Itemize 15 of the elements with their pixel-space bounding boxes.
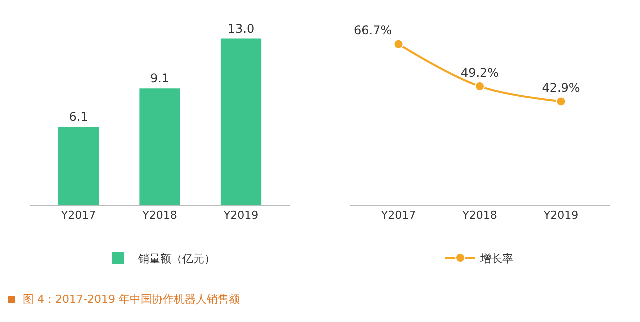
x-tick-label: Y2018 xyxy=(142,209,178,222)
data-label: 6.1 xyxy=(69,110,88,124)
data-label: 49.2% xyxy=(460,66,500,80)
data-label: 66.7% xyxy=(354,24,392,38)
data-label: 9.1 xyxy=(150,72,170,86)
legend-label: 增长率 xyxy=(480,252,514,266)
x-tick-label: Y2019 xyxy=(542,209,579,222)
x-tick-label: Y2017 xyxy=(380,209,416,222)
x-tick-label: Y2018 xyxy=(462,209,498,222)
data-label: 42.9% xyxy=(542,81,580,96)
data-label: 13.0 xyxy=(228,22,255,36)
legend-label: 销量额（亿元） xyxy=(138,252,216,266)
x-tick-label: Y2017 xyxy=(60,209,96,222)
caption: 图 4：2017-2019 年中国协作机器人销售额 xyxy=(23,292,240,307)
x-tick-label: Y2019 xyxy=(222,209,259,222)
